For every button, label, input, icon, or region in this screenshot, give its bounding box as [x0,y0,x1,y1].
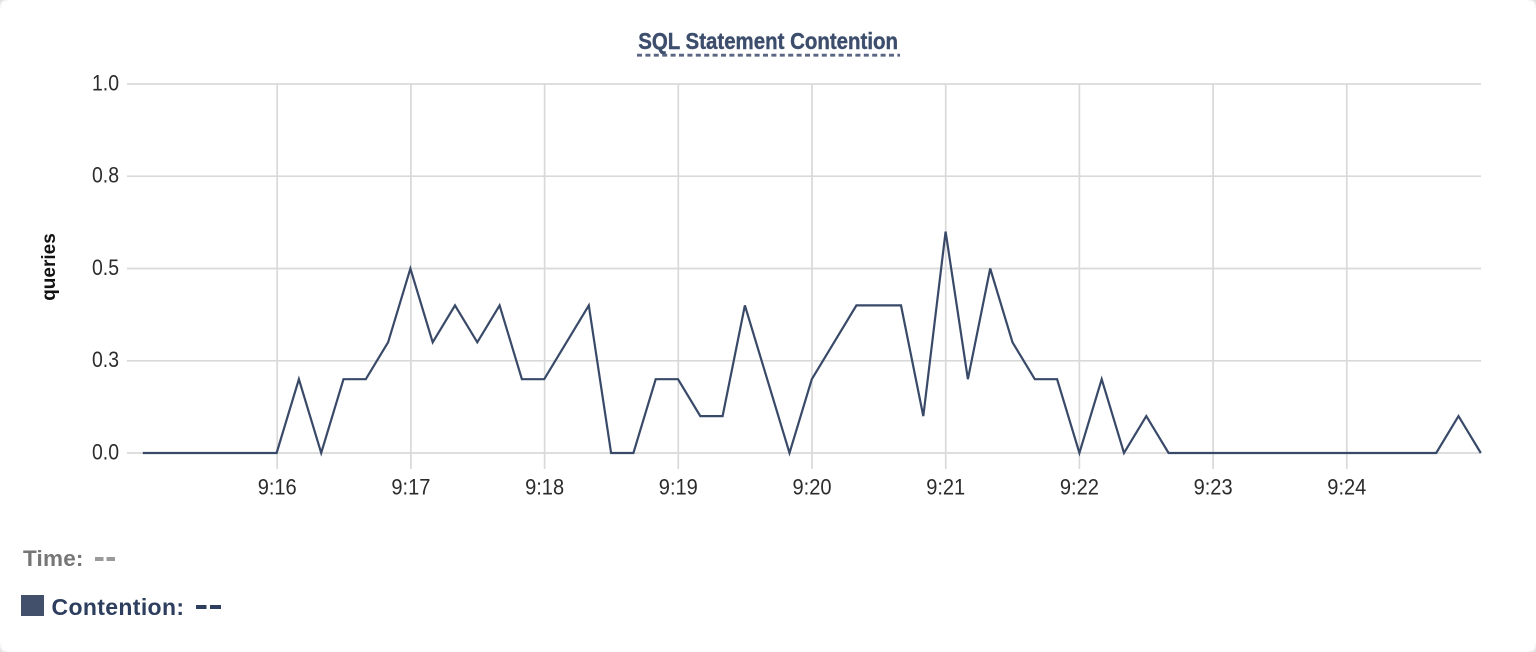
svg-text:9:19: 9:19 [659,475,698,500]
svg-text:9:21: 9:21 [926,475,965,500]
svg-text:0.8: 0.8 [92,163,119,188]
svg-text:9:23: 9:23 [1194,475,1233,500]
svg-text:9:17: 9:17 [391,475,430,500]
svg-text:9:22: 9:22 [1060,475,1099,500]
svg-text:0.3: 0.3 [92,347,119,372]
svg-text:9:16: 9:16 [258,475,297,500]
svg-text:9:20: 9:20 [793,475,832,500]
svg-text:0.0: 0.0 [92,439,119,464]
svg-text:0.5: 0.5 [92,255,119,280]
svg-text:1.0: 1.0 [92,70,119,95]
svg-text:9:24: 9:24 [1327,475,1366,500]
svg-text:queries: queries [39,233,60,301]
svg-text:9:18: 9:18 [525,475,564,500]
